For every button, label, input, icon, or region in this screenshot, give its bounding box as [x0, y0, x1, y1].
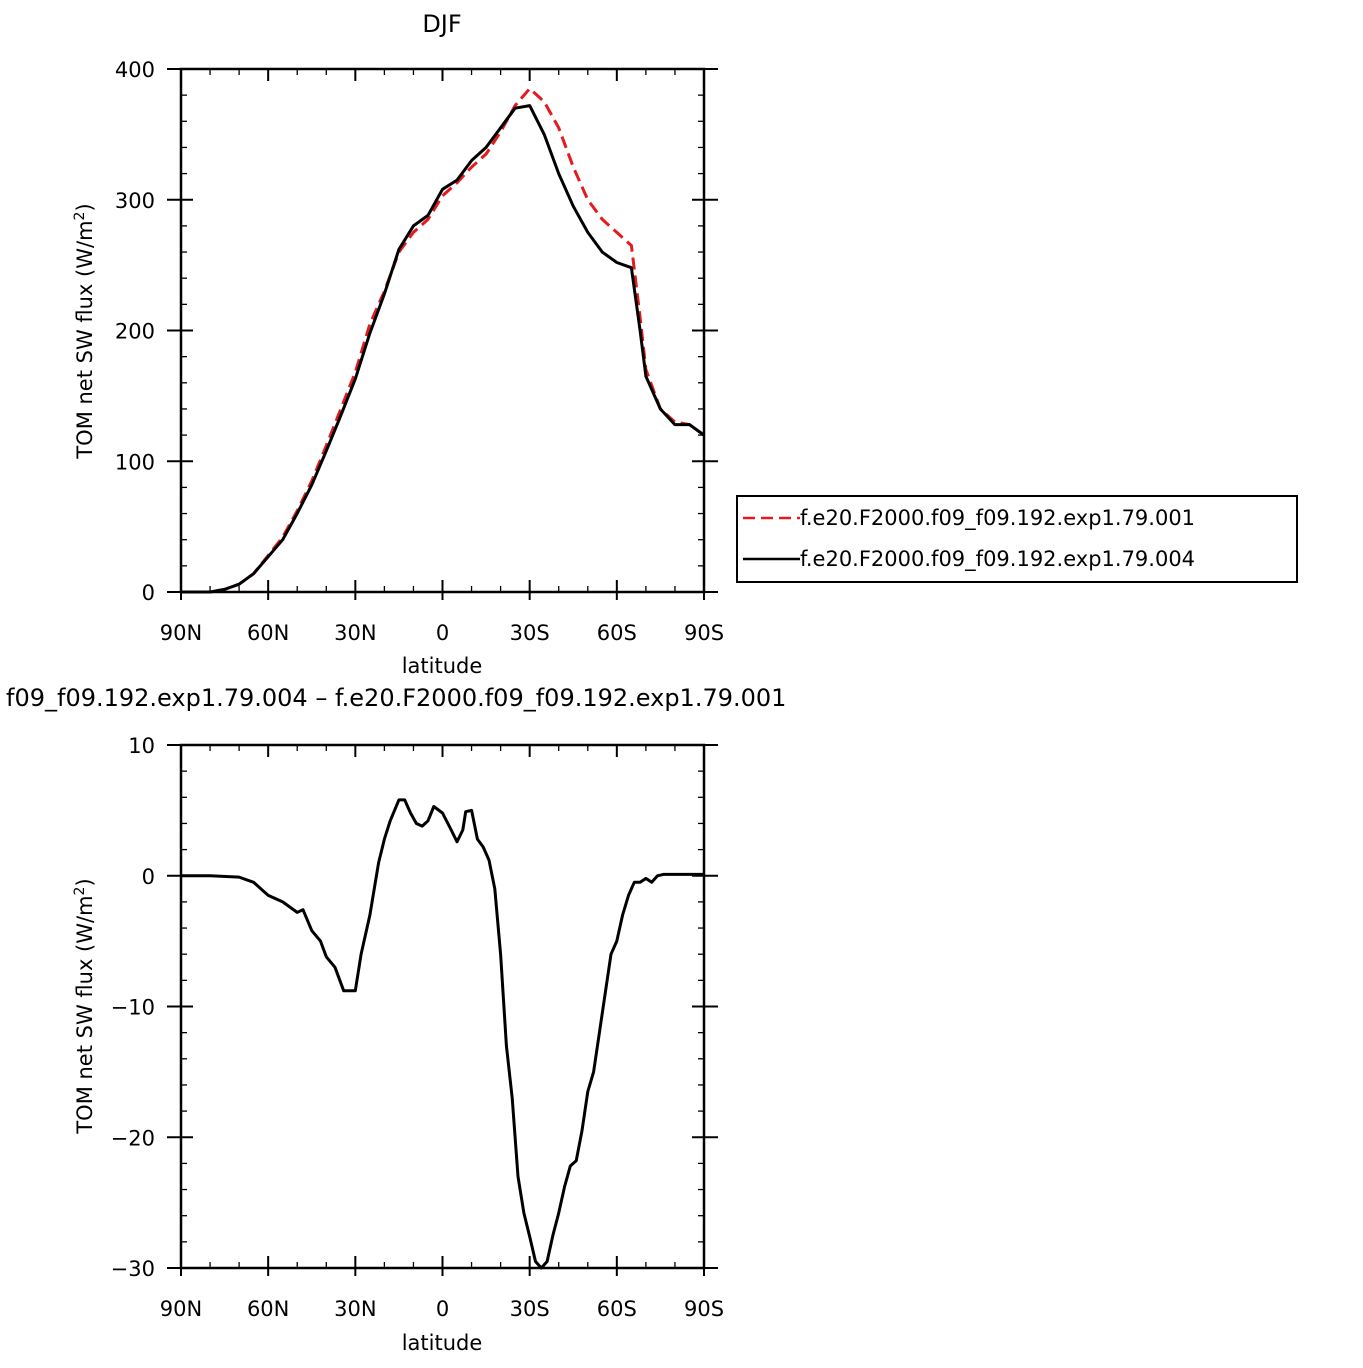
top-y-tick-label: 200 [115, 320, 155, 344]
top-x-axis-label: latitude [402, 654, 483, 678]
top-y-axis-label: TOM net SW flux (W/m2) [72, 203, 97, 459]
bottom-series-lines [181, 798, 704, 1270]
top-axis-ticks: 90N 60N 30N 0 30S 60S 90S 0 100 200 300 400 [115, 58, 724, 645]
top-x-tick-label: 90N [160, 621, 202, 645]
bottom-x-tick-label: 90N [160, 1297, 202, 1321]
top-x-tick-label: 60N [247, 621, 289, 645]
legend-box [736, 495, 1298, 583]
legend-entry-series-001: f.e20.F2000.f09_f09.192.exp1.79.001 [800, 506, 1195, 531]
bottom-plot-frame [179, 743, 706, 1270]
bottom-axis-ticks: 90N 60N 30N 0 30S 60S 90S −30 −20 −10 0 10 [111, 734, 724, 1321]
top-x-tick-label: 60S [597, 621, 637, 645]
top-plot-frame [179, 67, 706, 594]
bottom-y-tick-label: 10 [128, 734, 155, 758]
bottom-series-line-0 [181, 798, 704, 1270]
top-series-line-1 [181, 104, 705, 594]
top-x-tick-label: 90S [684, 621, 724, 645]
legend: f.e20.F2000.f09_f09.192.exp1.79.001 f.e2… [736, 495, 1298, 583]
top-y-axis-label-base: TOM net SW flux (W/m [73, 220, 97, 459]
bottom-x-tick-label: 60S [597, 1297, 637, 1321]
bottom-y-axis-label: TOM net SW flux (W/m2) [72, 878, 97, 1134]
top-series-line-0 [181, 87, 705, 594]
bottom-x-tick-label: 30N [334, 1297, 376, 1321]
legend-entry-series-004: f.e20.F2000.f09_f09.192.exp1.79.004 [800, 547, 1195, 572]
bottom-y-tick-label: −10 [111, 996, 155, 1020]
bottom-chart-title: f09_f09.192.exp1.79.004 – f.e20.F2000.f0… [6, 684, 786, 712]
bottom-y-tick-label: −20 [111, 1126, 155, 1150]
bottom-y-axis-label-sup: 2 [72, 887, 88, 896]
bottom-x-tick-label: 60N [247, 1297, 289, 1321]
bottom-y-tick-label: 0 [142, 865, 155, 889]
top-x-tick-label: 30S [510, 621, 550, 645]
top-y-tick-label: 100 [115, 450, 155, 474]
top-panel: DJF latitude TOM net SW flux (W/m2) 90N 6… [72, 10, 724, 678]
bottom-x-tick-label: 90S [684, 1297, 724, 1321]
top-y-axis-label-close: ) [73, 203, 97, 211]
top-y-tick-label: 0 [142, 581, 155, 605]
bottom-x-tick-label: 0 [436, 1297, 449, 1321]
bottom-panel: f09_f09.192.exp1.79.004 – f.e20.F2000.f0… [6, 684, 786, 1355]
top-x-tick-label: 0 [436, 621, 449, 645]
top-series-lines [181, 87, 705, 594]
bottom-x-tick-label: 30S [510, 1297, 550, 1321]
top-x-tick-label: 30N [334, 621, 376, 645]
bottom-y-axis-label-close: ) [73, 878, 97, 886]
bottom-x-axis-label: latitude [402, 1331, 483, 1355]
bottom-y-axis-label-base: TOM net SW flux (W/m [73, 895, 97, 1134]
top-y-tick-label: 400 [115, 58, 155, 82]
top-y-axis-label-sup: 2 [72, 212, 88, 221]
top-chart-title: DJF [422, 10, 461, 38]
bottom-y-tick-label: −30 [111, 1257, 155, 1281]
top-y-tick-label: 300 [115, 189, 155, 213]
